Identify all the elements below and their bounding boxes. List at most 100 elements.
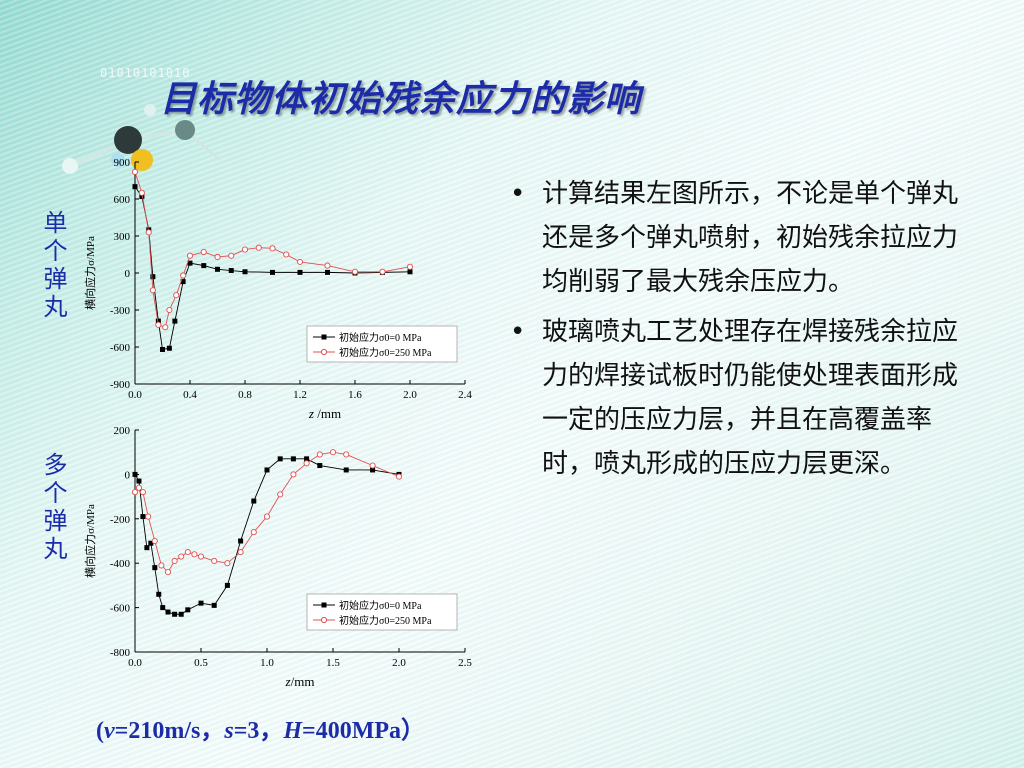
legend-label: 初始应力σ0=0 MPa [339,331,422,344]
data-point [324,262,331,269]
data-point [145,229,152,236]
x-tick-label: 2.0 [392,657,406,669]
x-tick-label: 1.5 [326,657,340,669]
data-point [178,611,184,617]
params-open: ( [96,718,104,744]
data-point [296,258,304,265]
chart-single-projectile: 0.0 0.4 0.8 1.2 1.6 2.0 2.4 900 600 300 0 -300 -600 -… [83,157,472,421]
y-tick-label: 300 [114,231,131,243]
data-point [132,471,138,477]
chart-multi-projectile: 0.0 0.5 1.0 1.5 2.0 2.5 200 0 -200 -400 -600 -800 横向… [83,425,472,689]
data-point [156,591,162,597]
y-tick-label: 0 [125,268,131,280]
y-tick-label: 200 [114,425,131,437]
y-axis-label: 横向应力σ/MPa [83,504,97,578]
data-point [172,318,178,324]
parameters-caption: (v=210m/s，s=3，H=400MPa） [96,710,425,745]
label-single-projectile: 单个弹丸 [39,210,67,322]
legend-marker [321,602,327,608]
series-line-0 [134,186,411,350]
data-point [162,324,169,331]
data-point [269,245,276,252]
bullet-dot: • [510,179,526,209]
data-point [370,467,376,473]
data-point [145,513,152,520]
legend-label: 初始应力σ0=250 MPa [339,614,432,627]
legend-box [306,593,458,631]
data-point [178,553,185,560]
y-tick-label: -600 [110,603,131,615]
data-point [155,318,161,324]
data-point [197,553,205,560]
y-tick-label: -600 [110,342,131,354]
y-tick-label: 600 [114,194,131,206]
text-panel: • 计算结果左图所示，不论是单个弹丸还是多个弹丸喷射，初始残余拉应力均削弱了最大… [504,172,964,492]
data-point [369,462,376,469]
bullet-text-1: 计算结果左图所示，不论是单个弹丸还是多个弹丸喷射，初始残余拉应力均削弱了最大残余… [542,179,959,297]
data-point [379,268,386,275]
atom-yellow [131,149,153,171]
data-point [187,260,193,266]
data-point [263,513,271,520]
y-tick-label: -900 [110,379,131,391]
x-tick-label: 1.6 [348,389,362,401]
data-point [255,244,262,251]
data-point [325,269,330,275]
x-axis-label-unit: /mm [314,406,341,421]
data-point [131,489,139,496]
data-point [160,605,166,611]
param-H-value: =400MPa [302,718,402,744]
data-point [250,529,257,536]
data-point [173,292,180,299]
data-point [395,473,403,480]
data-point [290,471,297,478]
data-point [351,268,359,275]
y-tick-label: 0 [125,469,131,481]
atom-blue [111,153,125,167]
atom-grey [175,120,195,140]
series-line-0 [134,458,400,615]
data-point [201,263,207,269]
data-point [277,456,283,462]
x-tick-label: 2.4 [458,389,472,401]
legend-marker [321,334,327,340]
label-multi-projectile: 多个弹丸 [39,452,67,564]
data-point [186,252,194,259]
atom-small [144,104,156,116]
data-point [242,269,248,275]
data-point [191,551,198,558]
x-tick-label: 1.0 [260,657,274,669]
data-point [317,463,323,469]
data-point [277,491,284,498]
data-point [149,287,156,294]
legend-label: 初始应力σ0=0 MPa [339,599,422,612]
data-point [316,451,323,458]
x-tick-label: 0.0 [128,657,142,669]
data-point [303,460,310,467]
data-point [343,467,349,473]
data-point [155,321,162,328]
data-point [151,537,158,545]
x-tick-label: 0.5 [194,657,208,669]
atom-white [62,158,78,174]
data-point [180,272,187,279]
legend-marker [320,348,328,356]
x-axis-label-var: z [285,674,291,689]
data-point [148,540,154,546]
data-point [180,279,186,285]
data-point [214,253,221,261]
x-axis-label: z/mm [285,674,315,689]
param-v-value: =210m/s， [114,718,225,744]
data-point [185,607,191,613]
data-point [164,569,172,576]
data-point [132,184,138,190]
binary-decoration: 01010101010 [100,66,191,80]
atom-dark [114,126,142,154]
data-point [160,346,165,352]
data-point [406,263,414,270]
data-point [138,189,145,196]
data-point [131,168,139,175]
molecule-decoration [62,104,221,174]
data-point [152,565,158,571]
bullet-item-2: • 玻璃喷丸工艺处理存在焊接残余拉应力的焊接试板时仍能使处理表面形成一定的压应力… [504,310,964,486]
